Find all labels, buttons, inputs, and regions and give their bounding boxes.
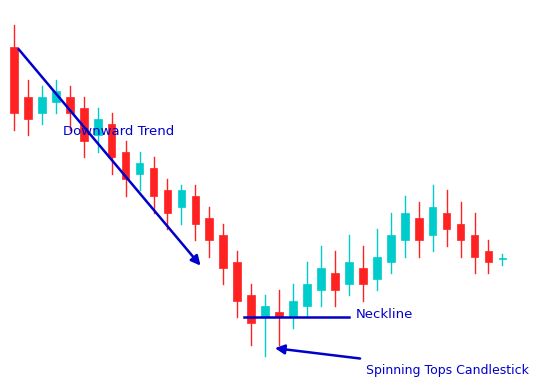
FancyBboxPatch shape xyxy=(163,191,171,212)
FancyBboxPatch shape xyxy=(108,124,116,157)
FancyBboxPatch shape xyxy=(317,268,325,290)
Text: Downward Trend: Downward Trend xyxy=(63,125,174,138)
FancyBboxPatch shape xyxy=(499,258,506,260)
FancyBboxPatch shape xyxy=(233,262,241,301)
FancyBboxPatch shape xyxy=(191,196,199,223)
FancyBboxPatch shape xyxy=(52,91,60,102)
FancyBboxPatch shape xyxy=(10,47,18,113)
FancyBboxPatch shape xyxy=(456,223,464,240)
FancyBboxPatch shape xyxy=(387,235,395,262)
FancyBboxPatch shape xyxy=(345,262,353,284)
FancyBboxPatch shape xyxy=(205,218,213,240)
FancyBboxPatch shape xyxy=(485,251,492,262)
FancyBboxPatch shape xyxy=(150,169,157,196)
FancyBboxPatch shape xyxy=(247,295,255,323)
FancyBboxPatch shape xyxy=(80,108,88,141)
FancyBboxPatch shape xyxy=(359,268,367,284)
FancyBboxPatch shape xyxy=(415,218,422,240)
FancyBboxPatch shape xyxy=(38,97,46,113)
FancyBboxPatch shape xyxy=(303,284,311,307)
Text: Neckline: Neckline xyxy=(356,308,413,321)
FancyBboxPatch shape xyxy=(429,207,436,235)
Text: Spinning Tops Candlestick: Spinning Tops Candlestick xyxy=(365,365,528,377)
FancyBboxPatch shape xyxy=(401,212,408,240)
FancyBboxPatch shape xyxy=(331,273,339,290)
FancyBboxPatch shape xyxy=(122,152,129,180)
FancyBboxPatch shape xyxy=(275,312,283,318)
FancyBboxPatch shape xyxy=(177,191,185,207)
FancyBboxPatch shape xyxy=(442,212,450,229)
FancyBboxPatch shape xyxy=(373,257,381,279)
FancyBboxPatch shape xyxy=(136,163,143,174)
FancyBboxPatch shape xyxy=(289,301,297,318)
FancyBboxPatch shape xyxy=(219,235,227,268)
FancyBboxPatch shape xyxy=(66,97,74,113)
FancyBboxPatch shape xyxy=(470,235,478,257)
FancyBboxPatch shape xyxy=(261,307,269,318)
FancyBboxPatch shape xyxy=(94,119,102,135)
FancyBboxPatch shape xyxy=(24,97,32,119)
